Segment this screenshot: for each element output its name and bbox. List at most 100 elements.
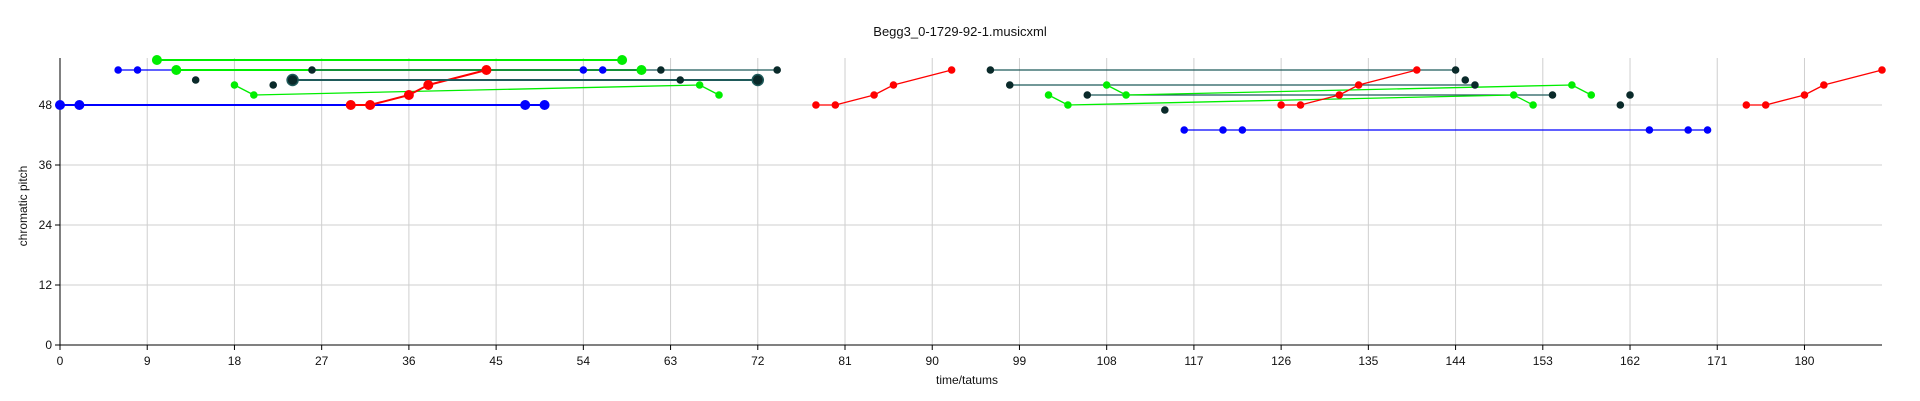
grid: [59, 58, 1882, 346]
note-point: [1471, 81, 1479, 89]
note-point: [617, 55, 628, 65]
note-point: [947, 66, 956, 74]
note-point: [751, 73, 765, 87]
note-point: [1161, 106, 1169, 114]
note-point: [676, 76, 685, 84]
y-ticks: 0 12 24 36 48: [39, 98, 60, 352]
x-tick-label: 108: [1097, 354, 1117, 368]
note-point: [1616, 101, 1625, 109]
note-point: [423, 80, 434, 90]
note-point: [520, 100, 531, 110]
x-axis-label: time/tatums: [936, 373, 998, 387]
note-point: [1219, 126, 1227, 134]
note-point: [812, 101, 820, 109]
x-tick-label: 117: [1184, 354, 1203, 368]
note-point: [1413, 66, 1421, 74]
note-point: [598, 66, 607, 74]
note-points: [55, 55, 1886, 134]
y-axis-label: chromatic pitch: [16, 166, 30, 247]
note-point: [1180, 126, 1189, 134]
note-point: [657, 66, 665, 74]
y-tick-label: 48: [39, 98, 53, 112]
note-point: [191, 76, 200, 84]
note-point: [986, 66, 995, 74]
note-point: [55, 100, 65, 110]
note-point: [579, 66, 588, 74]
note-point: [1102, 81, 1111, 89]
note-point: [1122, 91, 1130, 99]
note-point: [1296, 101, 1305, 109]
x-tick-label: 81: [838, 354, 852, 368]
note-connector-line: [1358, 69, 1417, 86]
note-point: [1064, 101, 1072, 109]
note-point: [773, 66, 781, 74]
x-tick-label: 18: [228, 354, 242, 368]
note-point: [114, 66, 122, 74]
note-point: [1684, 126, 1692, 134]
chart-title: Begg3_0-1729-92-1.musicxml: [873, 24, 1047, 39]
note-point: [889, 81, 898, 89]
note-point: [1335, 91, 1344, 99]
note-point: [695, 81, 704, 89]
x-tick-label: 9: [144, 354, 151, 368]
note-point: [1238, 126, 1247, 134]
note-point: [1451, 66, 1460, 74]
y-tick-label: 24: [39, 218, 53, 232]
note-point: [1800, 91, 1809, 99]
note-point: [636, 65, 647, 75]
note-point: [870, 91, 878, 99]
y-tick-label: 0: [45, 338, 52, 352]
note-point: [1509, 91, 1518, 99]
x-tick-label: 180: [1794, 354, 1814, 368]
note-point: [230, 81, 239, 89]
note-connector-line: [1765, 94, 1805, 106]
note-point: [1703, 126, 1712, 134]
x-tick-label: 153: [1533, 354, 1553, 368]
x-tick-label: 171: [1707, 354, 1727, 368]
note-point: [1005, 81, 1014, 89]
note-point: [1548, 91, 1557, 99]
x-tick-label: 162: [1620, 354, 1640, 368]
x-tick-label: 144: [1446, 354, 1466, 368]
note-point: [1354, 81, 1363, 89]
note-point: [308, 66, 316, 74]
note-point: [171, 65, 182, 75]
x-ticks: 0 9 18 27 36 45 54 63 72 81 90 99 108 117 126 135 144 153…: [57, 345, 1815, 368]
note-point: [1083, 91, 1092, 99]
note-point: [1742, 101, 1751, 109]
x-tick-label: 36: [402, 354, 416, 368]
note-point: [151, 55, 162, 65]
note-connector-line: [428, 69, 487, 86]
note-point: [1277, 101, 1285, 109]
note-point: [831, 101, 840, 109]
x-tick-label: 99: [1013, 354, 1027, 368]
note-point: [1529, 101, 1537, 109]
x-tick-label: 27: [315, 354, 329, 368]
note-point: [481, 65, 492, 75]
note-point: [133, 66, 142, 74]
note-point: [1568, 81, 1576, 89]
note-connector-line: [893, 69, 952, 86]
note-connector-line: [1067, 94, 1514, 106]
y-tick-label: 12: [39, 278, 53, 292]
x-tick-label: 63: [664, 354, 678, 368]
note-point: [1820, 81, 1828, 89]
note-point: [1645, 126, 1654, 134]
axes: [59, 58, 1882, 346]
note-connector-line: [369, 94, 410, 106]
note-connector-line: [1300, 94, 1340, 106]
x-tick-label: 90: [926, 354, 940, 368]
note-point: [250, 91, 258, 99]
note-point: [269, 81, 278, 89]
x-tick-label: 72: [751, 354, 765, 368]
note-point: [1044, 91, 1053, 99]
note-point: [365, 100, 376, 110]
note-connector-line: [1823, 69, 1883, 86]
x-tick-label: 135: [1358, 354, 1378, 368]
note-point: [1587, 91, 1596, 99]
x-tick-label: 0: [57, 354, 64, 368]
note-point: [286, 73, 299, 87]
note-point: [1626, 91, 1634, 99]
x-tick-label: 54: [577, 354, 591, 368]
